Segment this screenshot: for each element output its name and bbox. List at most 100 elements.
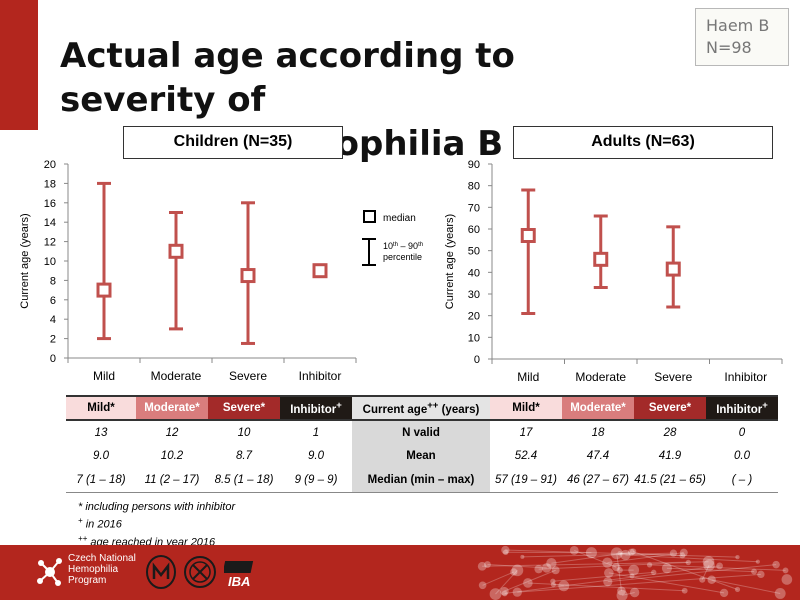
network-node: [755, 559, 760, 564]
network-node: [661, 563, 672, 574]
cell: 17: [519, 426, 533, 439]
median-marker: [665, 261, 681, 277]
cell: 9 (9 – 9): [294, 473, 338, 486]
y-tick-label: 6: [50, 295, 56, 307]
org-line-2: Hemophilia: [68, 564, 119, 575]
y-tick-label: 20: [468, 311, 480, 323]
cell: 0.0: [734, 450, 750, 462]
x-tick-label: Mild: [517, 370, 539, 384]
y-tick-label: 80: [468, 181, 480, 193]
network-node: [685, 559, 691, 566]
y-tick-label: 50: [468, 246, 480, 258]
y-tick-label: 40: [468, 267, 480, 279]
network-node: [716, 562, 723, 570]
network-node: [603, 577, 613, 587]
x-tick-label: Inhibitor: [724, 370, 767, 384]
network-link: [616, 553, 622, 591]
network-node: [558, 580, 570, 592]
cell: 8.7: [236, 450, 252, 462]
y-tick-label: 12: [44, 237, 56, 249]
network-node: [679, 552, 686, 559]
cell: 9.0: [93, 450, 109, 462]
network-node: [735, 554, 740, 560]
children-chart: 0 2 4 6 8 10 12 14 16 18 20 Current age (years) Mild…: [19, 159, 357, 383]
y-tick-label: 18: [44, 178, 56, 190]
cell: 46 (27 – 67): [566, 473, 629, 486]
cell: ( – ): [731, 473, 753, 486]
network-link: [487, 564, 547, 569]
statistics-table: Mild* Moderate* Severe* Inhibitor+ Curre…: [66, 395, 778, 493]
network-node: [651, 569, 657, 576]
network-node: [751, 568, 758, 575]
network-node: [629, 573, 635, 579]
haem-label: Haem B: [706, 16, 770, 35]
institute-seal-icon: [184, 556, 216, 588]
table-row: 7 (1 – 18) 11 (2 – 17) 8.5 (1 – 18) 9 (9…: [66, 468, 778, 492]
network-node: [501, 590, 508, 597]
y-tick-label: 70: [468, 202, 480, 214]
head-adults-inhibitor: Inhibitor+: [706, 395, 778, 421]
median-marker: [593, 251, 609, 267]
cell: 52.4: [514, 450, 538, 462]
network-node: [719, 588, 729, 598]
network-node: [757, 570, 765, 579]
row-label: N valid: [352, 420, 490, 444]
network-link: [608, 572, 725, 594]
network-logo-icon: [37, 558, 62, 586]
median-marker: [168, 243, 184, 259]
children-panel-title: Children (N=35): [123, 126, 343, 159]
table-row: 9.0 10.2 8.7 9.0 Mean 52.4 47.4 41.9 0.0: [66, 444, 778, 468]
y-tick-label: 10: [468, 332, 480, 344]
network-link: [538, 561, 689, 570]
network-link: [607, 552, 684, 564]
cell: 13: [94, 426, 108, 439]
y-tick-label: 8: [50, 275, 56, 287]
title-line-1: Actual age according to severity of: [60, 36, 515, 120]
haem-b-badge: Haem B N=98: [695, 8, 789, 66]
cell: 41.9: [658, 450, 682, 462]
cell: 41.5 (21 – 65): [634, 473, 706, 486]
network-link: [625, 554, 758, 563]
adults-chart: 0 10 20 30 40 50 60 70 80 90 Current age (years) Mi…: [444, 159, 783, 384]
y-tick-label: 2: [50, 334, 56, 346]
network-node: [681, 587, 688, 594]
y-tick-label: 0: [50, 353, 56, 365]
y-tick-label: 90: [468, 159, 480, 171]
network-node: [669, 549, 678, 557]
median-marker: [240, 268, 256, 284]
network-node: [630, 548, 637, 555]
cell: 7 (1 – 18): [76, 473, 126, 486]
footnote-1: * including persons with inhibitor: [78, 501, 236, 513]
head-adults-mild: Mild*: [490, 395, 562, 421]
network-node: [734, 586, 741, 593]
accent-bar: [0, 0, 38, 130]
network-node: [501, 545, 510, 555]
cell: 9.0: [308, 450, 324, 462]
network-node: [585, 547, 597, 559]
network-node: [646, 562, 653, 568]
network-link: [495, 569, 518, 595]
network-link: [666, 567, 755, 573]
network-link: [619, 552, 683, 557]
chart-legend: median 10th – 90th percentile: [362, 210, 423, 266]
network-link: [517, 573, 761, 593]
x-tick-label: Severe: [654, 370, 692, 384]
network-link: [527, 582, 685, 592]
y-tick-label: 4: [50, 314, 56, 326]
y-tick-label: 30: [468, 289, 480, 301]
iba-logo-icon: IBA: [224, 561, 254, 589]
network-link: [551, 551, 632, 564]
network-node: [569, 546, 579, 555]
network-node: [617, 586, 626, 596]
table-row: 13 12 10 1 N valid 17 18 28 0: [66, 420, 778, 444]
network-link: [607, 564, 777, 583]
footnote-2: + in 2016: [78, 516, 122, 531]
y-tick-label: 14: [44, 217, 56, 229]
network-node: [520, 554, 525, 559]
network-node: [541, 563, 552, 573]
network-node: [628, 564, 640, 576]
network-node: [511, 564, 524, 577]
network-node: [772, 560, 780, 569]
network-node: [707, 575, 716, 584]
cell: 28: [663, 426, 677, 439]
